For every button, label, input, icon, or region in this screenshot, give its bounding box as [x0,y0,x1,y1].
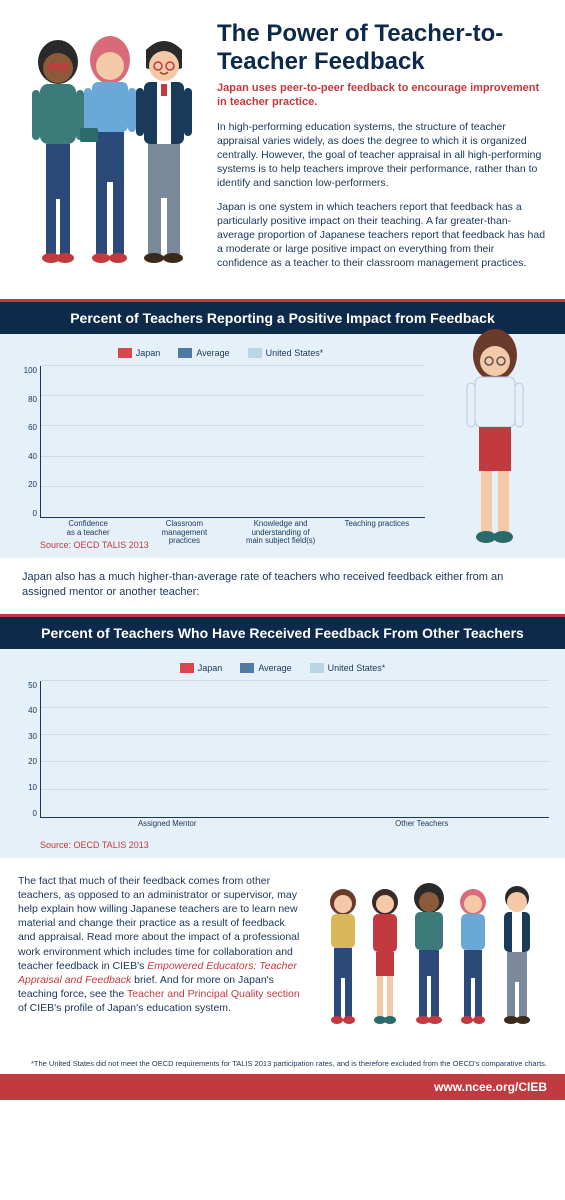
legend2-us: United States* [310,663,386,673]
chart2-source: Source: OECD TALIS 2013 [16,836,549,852]
x-label: Classroommanagementpractices [144,518,224,538]
footer-url[interactable]: www.ncee.org/CIEB [0,1074,565,1100]
section2-banner: Percent of Teachers Who Have Received Fe… [0,614,565,649]
legend-us: United States* [248,348,324,358]
hero-paragraph-2: Japan is one system in which teachers re… [217,200,547,271]
legend2-swatch-avg [240,663,254,673]
legend2-swatch-us [310,663,324,673]
closing-text: The fact that much of their feedback com… [18,874,305,1049]
chart1-source: Source: OECD TALIS 2013 [16,536,425,552]
x-label: Other Teachers [352,818,492,838]
x-label: Knowledge andunderstanding ofmain subjec… [241,518,321,538]
chart2-x-labels: Assigned Mentor Other Teachers [40,818,549,838]
legend-swatch-us [248,348,262,358]
chart2-area: 50403020100 Assigned MentorOther Teacher… [40,681,549,836]
hero-illustration [18,20,203,285]
chart2-y-axis: 50403020100 [16,681,40,818]
footnote: *The United States did not meet the OECD… [0,1057,565,1074]
hero-text-block: The Power of Teacher-to-Teacher Feedback… [217,20,547,285]
x-label: Teaching practices [337,518,417,538]
teacher-illustration [431,323,559,558]
chart1-y-axis: 100806040200 [16,366,40,518]
legend-avg: Average [178,348,229,358]
x-label: Confidenceas a teacher [48,518,128,538]
legend-swatch-avg [178,348,192,358]
legend-swatch-japan [118,348,132,358]
closing-illustration [317,874,547,1049]
chart2-plot [40,681,549,818]
chart1-legend: Japan Average United States* [16,348,425,358]
chart1-x-labels: Confidenceas a teacher Classroommanagemen… [40,518,425,538]
page-subtitle: Japan uses peer-to-peer feedback to enco… [217,81,547,110]
between-chart-text: Japan also has a much higher-than-averag… [0,558,565,614]
hero-paragraph-1: In high-performing education systems, th… [217,120,547,191]
legend2-japan: Japan [180,663,223,673]
x-label: Assigned Mentor [97,818,237,838]
chart1-area: 100806040200 Confidenceas a teacherClass… [40,366,425,536]
legend-japan: Japan [118,348,161,358]
hero-section: The Power of Teacher-to-Teacher Feedback… [0,0,565,299]
legend2-avg: Average [240,663,291,673]
chart1-panel: Japan Average United States* 10080604020… [0,334,565,558]
chart2-panel: Japan Average United States* 50403020100… [0,649,565,858]
link-teacher-quality[interactable]: Teacher and Principal Quality section [127,988,300,1000]
chart2-legend: Japan Average United States* [16,663,549,673]
chart1-plot [40,366,425,518]
legend2-swatch-japan [180,663,194,673]
closing-section: The fact that much of their feedback com… [0,858,565,1057]
page-title: The Power of Teacher-to-Teacher Feedback [217,20,547,75]
